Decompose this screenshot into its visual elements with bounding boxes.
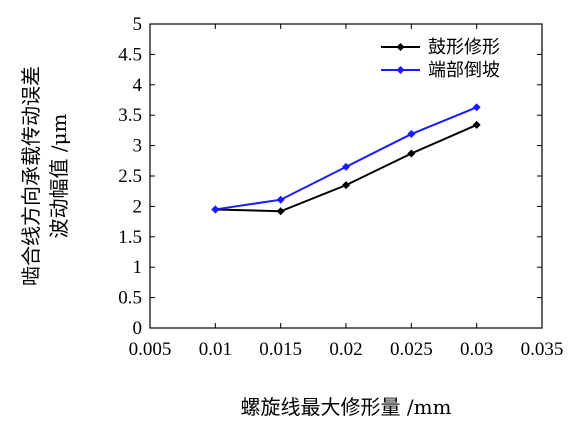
series-2-point [472,103,481,112]
legend-label-series-1: 鼓形修形 [428,37,500,58]
x-tick-label: 0.025 [390,339,433,360]
y-tick-label: 4 [133,75,143,96]
series-line-2 [215,106,478,211]
x-tick-label: 0.005 [129,339,172,360]
x-tick-label: 0.01 [199,339,232,360]
y-axis-ticks: 0 0.5 1 1.5 2 2.5 3 3.5 4 4.5 5 [118,14,542,339]
series-1-point [342,181,350,190]
x-axis-ticks: 0.005 0.01 0.015 0.02 0.025 0.03 0.035 [129,24,564,360]
series-1-point [407,149,416,158]
y-tick-label: 3 [133,136,143,157]
y-tick-label: 2.5 [118,166,142,187]
series-2-point [211,205,220,214]
y-tick-label: 0.5 [118,288,142,309]
legend-marker-series-1 [396,43,405,51]
series-1-point [472,120,481,129]
y-axis-label-line-2: 波动幅值 /μm [47,113,71,238]
y-tick-label: 1 [133,257,143,278]
y-tick-label: 3.5 [118,105,142,126]
series-2-point [276,195,285,204]
y-tick-label: 5 [133,14,143,35]
legend-label-series-2: 端部倒坡 [428,60,500,81]
y-tick-label: 4.5 [118,44,142,65]
y-tick-label: 2 [133,196,143,217]
y-axis-label-line-1: 啮合线方向承载传动误差 [19,66,43,286]
x-tick-label: 0.015 [259,339,302,360]
x-tick-label: 0.035 [521,339,564,360]
y-tick-label: 1.5 [118,227,142,248]
series-layer [211,103,481,216]
x-tick-label: 0.03 [460,339,493,360]
legend-marker-series-2 [396,66,405,74]
series-1-point [276,207,285,216]
y-axis-label: 啮合线方向承载传动误差 波动幅值 /μm [19,66,71,286]
x-axis-label: 螺旋线最大修形量 /mm [240,395,451,419]
legend: 鼓形修形 端部倒坡 [381,37,500,81]
series-2-point [342,162,350,171]
series-2-point [407,130,416,139]
y-tick-label: 0 [133,318,143,339]
x-tick-label: 0.02 [329,339,362,360]
